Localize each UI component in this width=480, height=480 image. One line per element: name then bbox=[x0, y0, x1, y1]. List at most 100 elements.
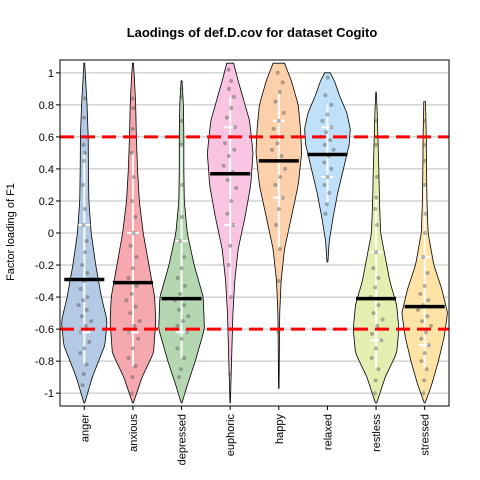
y-tick-label: 0 bbox=[48, 228, 54, 240]
data-point-anger bbox=[82, 158, 87, 163]
data-point-depressed bbox=[179, 142, 184, 147]
data-point-depressed bbox=[179, 94, 184, 99]
data-point-relaxed bbox=[331, 147, 336, 152]
data-point-happy bbox=[276, 279, 281, 284]
data-point-depressed bbox=[179, 118, 184, 123]
data-point-restless bbox=[374, 250, 379, 255]
data-point-anxious bbox=[130, 375, 135, 380]
data-point-relaxed bbox=[327, 190, 332, 195]
data-point-anxious bbox=[130, 96, 135, 101]
data-point-relaxed bbox=[322, 142, 327, 147]
data-point-stressed bbox=[419, 359, 424, 364]
data-point-anger bbox=[82, 206, 87, 211]
data-point-euphoric bbox=[231, 222, 236, 227]
data-point-restless bbox=[371, 266, 376, 271]
data-point-relaxed bbox=[322, 182, 327, 187]
data-point-stressed bbox=[419, 336, 424, 341]
data-point-happy bbox=[280, 195, 285, 200]
data-point-relaxed bbox=[325, 112, 330, 117]
data-point-relaxed bbox=[323, 211, 328, 216]
y-tick-label: -0.2 bbox=[35, 260, 54, 272]
data-point-euphoric bbox=[226, 86, 231, 91]
data-point-stressed bbox=[423, 211, 428, 216]
data-point-anger bbox=[79, 314, 84, 319]
data-point-anger bbox=[80, 263, 85, 268]
data-point-happy bbox=[276, 206, 281, 211]
data-point-depressed bbox=[175, 346, 180, 351]
data-point-euphoric bbox=[233, 125, 238, 130]
data-point-happy bbox=[283, 166, 288, 171]
data-point-relaxed bbox=[322, 160, 327, 165]
data-point-anger bbox=[82, 346, 87, 351]
data-point-relaxed bbox=[328, 138, 333, 143]
data-point-stressed bbox=[422, 118, 427, 123]
data-point-anxious bbox=[133, 363, 138, 368]
data-point-depressed bbox=[180, 319, 185, 324]
y-tick-label: -0.6 bbox=[35, 324, 54, 336]
data-point-anxious bbox=[133, 214, 138, 219]
y-tick-label: 0.2 bbox=[39, 196, 54, 208]
data-point-anger bbox=[81, 142, 86, 147]
data-point-anger bbox=[78, 330, 83, 335]
data-point-restless bbox=[373, 378, 378, 383]
data-point-euphoric bbox=[229, 106, 234, 111]
data-point-euphoric bbox=[232, 147, 237, 152]
data-point-restless bbox=[376, 275, 381, 280]
data-point-euphoric bbox=[228, 243, 233, 248]
data-point-stressed bbox=[422, 283, 427, 288]
x-tick-label-anger: anger bbox=[79, 414, 91, 442]
data-point-euphoric bbox=[226, 263, 231, 268]
data-point-depressed bbox=[182, 355, 187, 360]
data-point-depressed bbox=[179, 214, 184, 219]
data-point-anxious bbox=[132, 323, 137, 328]
data-point-stressed bbox=[422, 182, 427, 187]
data-point-anxious bbox=[131, 106, 136, 111]
data-point-depressed bbox=[178, 239, 183, 244]
data-point-anxious bbox=[126, 355, 131, 360]
data-point-anger bbox=[76, 303, 81, 308]
data-point-stressed bbox=[416, 307, 421, 312]
data-point-anxious bbox=[129, 391, 134, 396]
data-point-stressed bbox=[421, 255, 426, 260]
data-point-anger bbox=[81, 298, 86, 303]
data-point-euphoric bbox=[225, 178, 230, 183]
data-point-happy bbox=[276, 118, 281, 123]
data-point-euphoric bbox=[221, 163, 226, 168]
y-tick-label: -0.8 bbox=[35, 356, 54, 368]
data-point-depressed bbox=[182, 283, 187, 288]
reference-lines bbox=[60, 135, 449, 331]
data-point-restless bbox=[374, 195, 379, 200]
data-point-stressed bbox=[425, 271, 430, 276]
data-point-euphoric bbox=[224, 115, 229, 120]
data-point-restless bbox=[376, 367, 381, 372]
y-tick-label: 0.4 bbox=[39, 164, 54, 176]
data-point-anxious bbox=[131, 231, 136, 235]
data-point-anxious bbox=[130, 126, 135, 131]
data-point-anxious bbox=[133, 304, 138, 309]
data-point-relaxed bbox=[329, 125, 334, 130]
y-tick-label: -1 bbox=[44, 388, 54, 400]
data-point-restless bbox=[371, 311, 376, 316]
data-point-stressed bbox=[422, 231, 427, 235]
data-point-happy bbox=[271, 126, 276, 131]
x-tick-label-stressed: stressed bbox=[420, 414, 432, 456]
y-tick-label: 0.6 bbox=[39, 132, 54, 144]
data-point-happy bbox=[280, 80, 285, 85]
data-point-anxious bbox=[130, 266, 135, 271]
data-point-happy bbox=[270, 147, 274, 152]
data-point-stressed bbox=[426, 343, 431, 348]
data-point-anger bbox=[87, 339, 92, 344]
data-point-stressed bbox=[422, 158, 427, 163]
data-point-euphoric bbox=[226, 154, 231, 159]
data-point-anxious bbox=[129, 291, 134, 296]
data-point-relaxed bbox=[324, 130, 329, 135]
data-point-restless bbox=[374, 346, 379, 351]
data-point-depressed bbox=[177, 375, 182, 380]
data-point-stressed bbox=[424, 367, 429, 372]
data-point-restless bbox=[370, 331, 375, 336]
data-point-anger bbox=[84, 239, 89, 244]
data-point-anxious bbox=[130, 346, 135, 351]
x-tick-label-restless: restless bbox=[371, 414, 383, 452]
data-point-anger bbox=[80, 383, 85, 388]
data-point-anxious bbox=[130, 198, 135, 203]
